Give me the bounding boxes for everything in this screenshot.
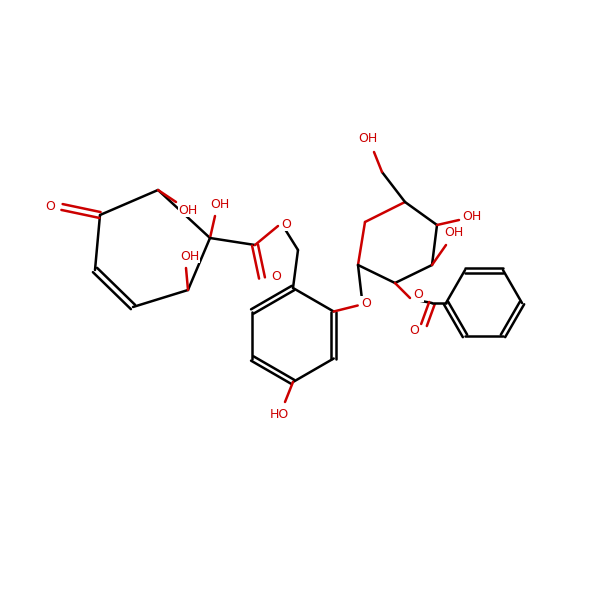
Text: O: O: [271, 269, 281, 283]
Text: HO: HO: [269, 409, 289, 421]
Text: OH: OH: [445, 226, 464, 238]
Text: O: O: [413, 289, 423, 301]
Text: OH: OH: [358, 133, 377, 145]
Text: OH: OH: [211, 197, 230, 211]
Text: O: O: [409, 323, 419, 337]
Text: OH: OH: [178, 203, 197, 217]
Text: OH: OH: [181, 250, 200, 263]
Text: O: O: [281, 217, 291, 230]
Text: O: O: [361, 297, 371, 310]
Text: O: O: [45, 200, 55, 214]
Text: OH: OH: [463, 211, 482, 223]
